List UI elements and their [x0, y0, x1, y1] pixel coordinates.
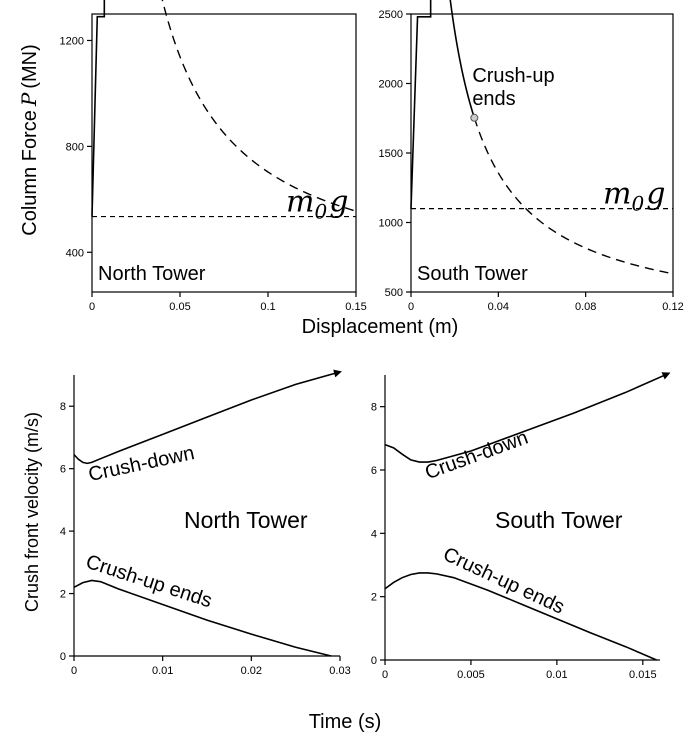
south-velocity-y-tick-label: 8: [371, 402, 377, 414]
south-force-m0g-sub: 0: [631, 192, 644, 216]
south-force-annot-line2: ends: [472, 88, 515, 110]
north-force-y-tick-label: 800: [66, 141, 84, 153]
north-force-frame: [91, 13, 357, 293]
force-y-axis-symbol: P: [17, 92, 41, 107]
north-velocity-y-tick-label: 8: [60, 401, 66, 413]
north-velocity-x-tick-label: 0.01: [152, 665, 173, 677]
south-velocity-x-tick-label: 0.005: [457, 669, 485, 681]
south-velocity-y-tick-label: 6: [371, 465, 377, 477]
north-force-m0g-sub: 0: [314, 200, 327, 224]
south-velocity-crush-down-line: [384, 372, 671, 463]
north-force-m0g-m: m: [286, 185, 314, 220]
velocity-y-axis-label: Crush front velocity (m/s): [22, 412, 42, 612]
south-velocity-crush-down-label: Crush-down: [422, 427, 531, 485]
north-force-dashed-curve: [161, 0, 357, 212]
south-velocity-x-tick-label: 0: [382, 669, 388, 681]
south-force-dashed-curve: [473, 117, 674, 275]
north-velocity-x-tick-label: 0: [71, 665, 77, 677]
north-force-x-tick-label: 0.05: [169, 301, 190, 313]
north-velocity-panel: 0 0.01 0.02 0.03 0 2 4 6 8 Crush-down Crush-up end…: [60, 369, 351, 677]
south-velocity-y-tick-label: 4: [371, 528, 377, 540]
north-velocity-x-tick-label: 0.02: [241, 665, 262, 677]
south-force-m0g-m: m: [603, 177, 631, 212]
south-force-annot-line1: Crush-up: [472, 65, 554, 87]
force-y-axis-label: Column Force P (MN): [17, 44, 41, 236]
south-force-crush-up-end-marker: [470, 113, 479, 122]
north-velocity-y-tick-label: 2: [60, 589, 66, 601]
south-velocity-x-tick-label: 0.015: [629, 669, 657, 681]
north-velocity-crush-up-label: Crush-up ends: [83, 551, 215, 612]
south-force-y-tick-label: 500: [385, 287, 403, 299]
force-x-axis-label: Displacement (m): [302, 316, 459, 338]
north-velocity-crush-down-line: [73, 369, 342, 465]
south-force-panel: 0 0.04 0.08 0.12 500 1000 1500 2000 2500 Crush-up…: [379, 0, 684, 313]
south-velocity-crush-up-label: Crush-up ends: [440, 543, 568, 618]
south-force-x-tick-label: 0.08: [575, 301, 596, 313]
north-force-m0g-g: g: [329, 185, 348, 220]
north-force-x-tick-label: 0.15: [345, 301, 366, 313]
north-velocity-y-tick-label: 6: [60, 464, 66, 476]
south-force-x-tick-label: 0.04: [488, 301, 509, 313]
north-velocity-y-tick-label: 4: [60, 526, 66, 538]
north-velocity-x-tick-label: 0.03: [329, 665, 350, 677]
south-velocity-x-tick-label: 0.01: [546, 669, 567, 681]
north-force-y-tick-label: 1200: [60, 35, 84, 47]
north-force-x-tick-label: 0: [89, 301, 95, 313]
south-force-m0g-label: m0g: [603, 177, 665, 216]
north-force-curve: [91, 0, 106, 217]
north-velocity-crush-up-line: [73, 579, 332, 657]
north-velocity-tower-label: North Tower: [184, 507, 308, 533]
north-force-m0g-label: m0g: [286, 185, 348, 224]
south-force-frame: [410, 13, 674, 293]
north-force-y-tick-label: 400: [66, 247, 84, 259]
force-y-axis-unit: (MN): [19, 44, 41, 88]
plots: 00.050.10.154008001200Crush-upendsm0gNor…: [60, 0, 684, 681]
south-force-y-tick-label: 2500: [379, 9, 403, 21]
south-force-x-tick-label: 0.12: [662, 301, 683, 313]
south-force-tower-label: South Tower: [417, 263, 528, 285]
south-force-y-tick-label: 1000: [379, 218, 403, 230]
south-force-y-tick-label: 2000: [379, 79, 403, 91]
force-y-axis-label-text: Column Force: [19, 110, 41, 236]
north-force-x-tick-label: 0.1: [260, 301, 275, 313]
south-force-x-tick-label: 0: [408, 301, 414, 313]
south-velocity-panel: 0 0.005 0.01 0.015 0 2 4 6 8 Crush-down Crush-up e…: [371, 372, 671, 681]
north-force-tower-label: North Tower: [98, 263, 206, 285]
south-velocity-crush-up-line: [384, 572, 657, 661]
south-velocity-y-tick-label: 2: [371, 592, 377, 604]
south-force-y-tick-label: 1500: [379, 148, 403, 160]
south-force-m0g-g: g: [646, 177, 665, 212]
south-force-curve: [410, 0, 476, 209]
north-velocity-y-tick-label: 0: [60, 651, 66, 663]
velocity-x-axis-label: Time (s): [309, 711, 382, 733]
south-velocity-y-tick-label: 0: [371, 655, 377, 667]
south-velocity-tower-label: South Tower: [495, 507, 623, 533]
north-force-panel: 00.050.10.154008001200Crush-upendsm0gNor…: [60, 0, 367, 313]
north-velocity-crush-down-label: Crush-down: [86, 442, 196, 486]
